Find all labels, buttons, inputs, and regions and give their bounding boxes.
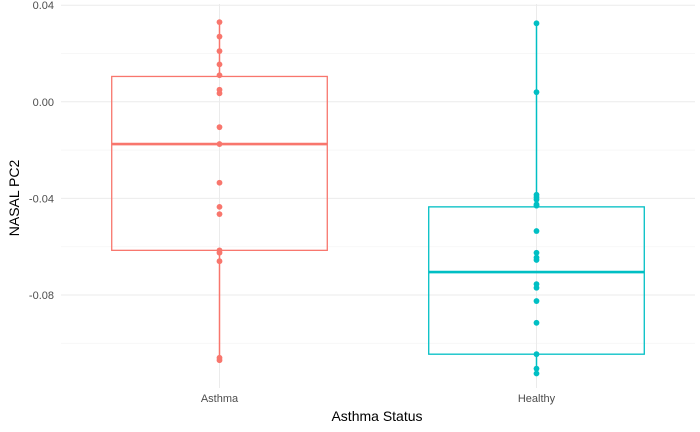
data-point	[216, 124, 223, 131]
y-tick-label: 0.00	[33, 97, 54, 109]
data-point	[533, 20, 540, 27]
y-tick-label: -0.04	[29, 193, 54, 205]
grid-lines	[61, 4, 695, 388]
data-point	[216, 249, 223, 256]
box-series	[111, 19, 645, 377]
data-point	[216, 258, 223, 265]
x-tick-label: Healthy	[518, 393, 556, 405]
data-point	[533, 249, 540, 256]
data-point	[216, 203, 223, 210]
data-point	[216, 211, 223, 218]
data-point	[216, 61, 223, 68]
data-point	[216, 141, 223, 147]
data-point	[216, 48, 223, 54]
data-point	[216, 90, 223, 97]
data-point	[533, 370, 540, 377]
data-point	[533, 228, 540, 234]
data-point	[533, 257, 540, 263]
y-tick-label: -0.08	[29, 290, 54, 302]
box-group-asthma	[111, 19, 328, 364]
data-point	[216, 179, 223, 186]
x-axis-tick-labels: Asthma Healthy	[201, 393, 556, 405]
data-point	[216, 33, 223, 40]
data-point	[216, 19, 223, 26]
data-point	[533, 319, 540, 326]
y-axis-title: NASAL PC2	[6, 160, 22, 237]
data-point	[533, 284, 540, 291]
data-point	[216, 357, 223, 364]
x-tick-label: Asthma	[201, 393, 239, 405]
data-point	[533, 196, 540, 203]
y-axis-tick-labels: 0.04 0.00 -0.04 -0.08	[29, 0, 54, 302]
data-point	[533, 351, 540, 358]
x-axis-title: Asthma Status	[331, 408, 422, 424]
data-point	[533, 89, 540, 96]
data-point	[533, 365, 540, 372]
box-group-healthy	[428, 20, 645, 377]
y-tick-label: 0.04	[33, 0, 54, 12]
data-point	[216, 72, 223, 79]
data-point	[533, 298, 540, 304]
data-point	[533, 202, 540, 209]
